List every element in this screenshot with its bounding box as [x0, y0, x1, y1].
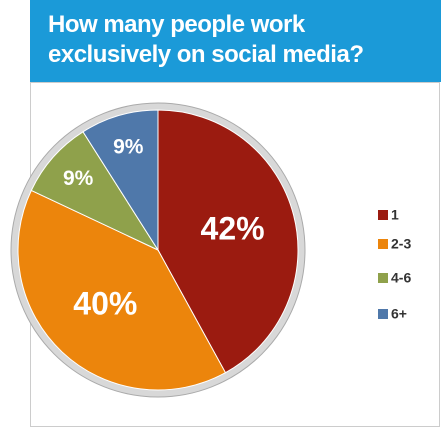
- pie-slice: [30, 131, 160, 252]
- pie-slice: [157, 109, 299, 374]
- legend-swatch: [378, 239, 388, 249]
- legend-swatch: [378, 273, 388, 283]
- legend-label: 4-6: [391, 270, 411, 286]
- slice-label: 40%: [73, 286, 137, 322]
- pie-slice: [17, 189, 227, 391]
- legend-label: 2-3: [391, 236, 411, 252]
- legend-label: 6+: [391, 306, 407, 322]
- legend-label: 1: [391, 207, 399, 223]
- legend-swatch: [378, 210, 388, 220]
- pie-slice: [82, 109, 159, 252]
- legend-swatch: [378, 309, 388, 319]
- slice-label: 9%: [113, 135, 144, 158]
- chart-title: How many people work exclusively on soci…: [30, 0, 441, 82]
- slice-label: 9%: [63, 167, 94, 190]
- slice-label: 42%: [201, 210, 265, 246]
